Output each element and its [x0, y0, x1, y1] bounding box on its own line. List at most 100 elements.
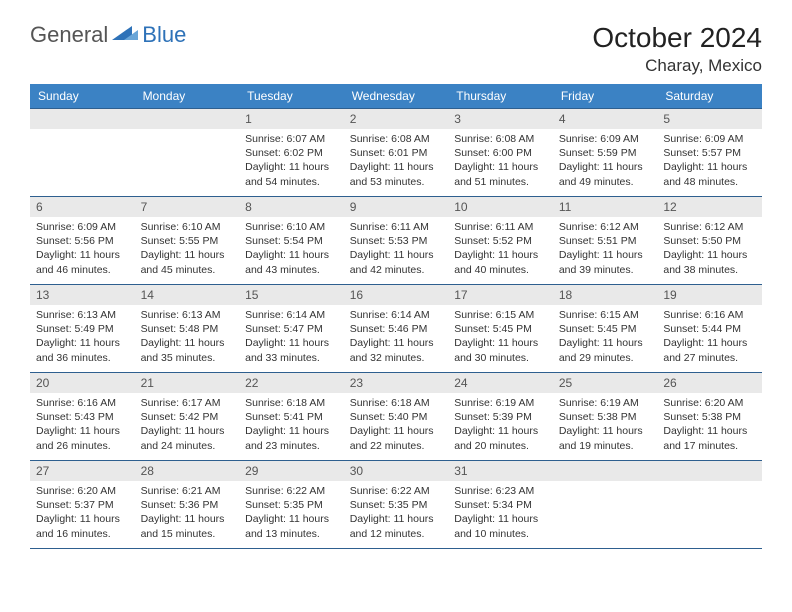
day-cell: 11Sunrise: 6:12 AMSunset: 5:51 PMDayligh… [553, 197, 658, 285]
day-number: 11 [553, 197, 658, 217]
title-block: October 2024 Charay, Mexico [592, 22, 762, 76]
day-number: 4 [553, 109, 658, 129]
day-body: Sunrise: 6:14 AMSunset: 5:46 PMDaylight:… [344, 305, 449, 369]
day-body: Sunrise: 6:11 AMSunset: 5:53 PMDaylight:… [344, 217, 449, 281]
day-body: Sunrise: 6:18 AMSunset: 5:41 PMDaylight:… [239, 393, 344, 457]
day-number: 8 [239, 197, 344, 217]
empty-cell [553, 461, 658, 549]
logo-triangle-icon [112, 24, 138, 47]
day-body: Sunrise: 6:09 AMSunset: 5:56 PMDaylight:… [30, 217, 135, 281]
day-cell: 7Sunrise: 6:10 AMSunset: 5:55 PMDaylight… [135, 197, 240, 285]
empty-cell [135, 109, 240, 197]
day-body: Sunrise: 6:12 AMSunset: 5:50 PMDaylight:… [657, 217, 762, 281]
day-cell: 19Sunrise: 6:16 AMSunset: 5:44 PMDayligh… [657, 285, 762, 373]
day-cell: 4Sunrise: 6:09 AMSunset: 5:59 PMDaylight… [553, 109, 658, 197]
day-body: Sunrise: 6:23 AMSunset: 5:34 PMDaylight:… [448, 481, 553, 545]
day-cell: 6Sunrise: 6:09 AMSunset: 5:56 PMDaylight… [30, 197, 135, 285]
day-cell: 14Sunrise: 6:13 AMSunset: 5:48 PMDayligh… [135, 285, 240, 373]
day-cell: 22Sunrise: 6:18 AMSunset: 5:41 PMDayligh… [239, 373, 344, 461]
day-number: 23 [344, 373, 449, 393]
day-header: Thursday [448, 84, 553, 109]
day-number: 12 [657, 197, 762, 217]
day-header: Wednesday [344, 84, 449, 109]
day-cell: 2Sunrise: 6:08 AMSunset: 6:01 PMDaylight… [344, 109, 449, 197]
day-body: Sunrise: 6:14 AMSunset: 5:47 PMDaylight:… [239, 305, 344, 369]
day-body: Sunrise: 6:09 AMSunset: 5:59 PMDaylight:… [553, 129, 658, 193]
day-number: 7 [135, 197, 240, 217]
day-body: Sunrise: 6:17 AMSunset: 5:42 PMDaylight:… [135, 393, 240, 457]
day-number: 9 [344, 197, 449, 217]
day-body: Sunrise: 6:16 AMSunset: 5:43 PMDaylight:… [30, 393, 135, 457]
day-number: 25 [553, 373, 658, 393]
day-number: 14 [135, 285, 240, 305]
day-body: Sunrise: 6:13 AMSunset: 5:48 PMDaylight:… [135, 305, 240, 369]
day-number: 20 [30, 373, 135, 393]
day-body: Sunrise: 6:10 AMSunset: 5:54 PMDaylight:… [239, 217, 344, 281]
day-number: 16 [344, 285, 449, 305]
day-cell: 13Sunrise: 6:13 AMSunset: 5:49 PMDayligh… [30, 285, 135, 373]
day-body: Sunrise: 6:10 AMSunset: 5:55 PMDaylight:… [135, 217, 240, 281]
day-cell: 24Sunrise: 6:19 AMSunset: 5:39 PMDayligh… [448, 373, 553, 461]
day-cell: 10Sunrise: 6:11 AMSunset: 5:52 PMDayligh… [448, 197, 553, 285]
calendar-table: SundayMondayTuesdayWednesdayThursdayFrid… [30, 84, 762, 549]
day-number: 3 [448, 109, 553, 129]
day-body: Sunrise: 6:13 AMSunset: 5:49 PMDaylight:… [30, 305, 135, 369]
day-cell: 8Sunrise: 6:10 AMSunset: 5:54 PMDaylight… [239, 197, 344, 285]
day-cell: 26Sunrise: 6:20 AMSunset: 5:38 PMDayligh… [657, 373, 762, 461]
day-cell: 12Sunrise: 6:12 AMSunset: 5:50 PMDayligh… [657, 197, 762, 285]
day-body: Sunrise: 6:21 AMSunset: 5:36 PMDaylight:… [135, 481, 240, 545]
day-number: 30 [344, 461, 449, 481]
logo-text-blue: Blue [142, 22, 186, 47]
day-header: Saturday [657, 84, 762, 109]
day-body: Sunrise: 6:08 AMSunset: 6:01 PMDaylight:… [344, 129, 449, 193]
day-header: Tuesday [239, 84, 344, 109]
day-body: Sunrise: 6:12 AMSunset: 5:51 PMDaylight:… [553, 217, 658, 281]
day-cell: 3Sunrise: 6:08 AMSunset: 6:00 PMDaylight… [448, 109, 553, 197]
day-body: Sunrise: 6:20 AMSunset: 5:38 PMDaylight:… [657, 393, 762, 457]
day-body: Sunrise: 6:11 AMSunset: 5:52 PMDaylight:… [448, 217, 553, 281]
day-body: Sunrise: 6:16 AMSunset: 5:44 PMDaylight:… [657, 305, 762, 369]
day-number: 17 [448, 285, 553, 305]
day-cell: 31Sunrise: 6:23 AMSunset: 5:34 PMDayligh… [448, 461, 553, 549]
month-title: October 2024 [592, 22, 762, 54]
day-cell: 18Sunrise: 6:15 AMSunset: 5:45 PMDayligh… [553, 285, 658, 373]
day-body: Sunrise: 6:08 AMSunset: 6:00 PMDaylight:… [448, 129, 553, 193]
day-cell: 21Sunrise: 6:17 AMSunset: 5:42 PMDayligh… [135, 373, 240, 461]
day-body: Sunrise: 6:19 AMSunset: 5:38 PMDaylight:… [553, 393, 658, 457]
empty-cell [657, 461, 762, 549]
logo: General Blue [30, 22, 186, 48]
day-header: Monday [135, 84, 240, 109]
day-number: 19 [657, 285, 762, 305]
day-cell: 9Sunrise: 6:11 AMSunset: 5:53 PMDaylight… [344, 197, 449, 285]
day-number: 28 [135, 461, 240, 481]
day-body: Sunrise: 6:22 AMSunset: 5:35 PMDaylight:… [239, 481, 344, 545]
day-cell: 1Sunrise: 6:07 AMSunset: 6:02 PMDaylight… [239, 109, 344, 197]
day-number: 18 [553, 285, 658, 305]
day-cell: 15Sunrise: 6:14 AMSunset: 5:47 PMDayligh… [239, 285, 344, 373]
day-cell: 20Sunrise: 6:16 AMSunset: 5:43 PMDayligh… [30, 373, 135, 461]
day-header: Friday [553, 84, 658, 109]
day-body: Sunrise: 6:22 AMSunset: 5:35 PMDaylight:… [344, 481, 449, 545]
day-number: 24 [448, 373, 553, 393]
day-cell: 25Sunrise: 6:19 AMSunset: 5:38 PMDayligh… [553, 373, 658, 461]
day-body: Sunrise: 6:18 AMSunset: 5:40 PMDaylight:… [344, 393, 449, 457]
day-number: 27 [30, 461, 135, 481]
logo-text-general: General [30, 22, 108, 48]
location-label: Charay, Mexico [592, 56, 762, 76]
day-number: 29 [239, 461, 344, 481]
empty-cell [30, 109, 135, 197]
day-body: Sunrise: 6:09 AMSunset: 5:57 PMDaylight:… [657, 129, 762, 193]
day-number: 2 [344, 109, 449, 129]
day-number: 5 [657, 109, 762, 129]
day-body: Sunrise: 6:15 AMSunset: 5:45 PMDaylight:… [448, 305, 553, 369]
day-body: Sunrise: 6:19 AMSunset: 5:39 PMDaylight:… [448, 393, 553, 457]
day-cell: 23Sunrise: 6:18 AMSunset: 5:40 PMDayligh… [344, 373, 449, 461]
day-number: 22 [239, 373, 344, 393]
day-cell: 28Sunrise: 6:21 AMSunset: 5:36 PMDayligh… [135, 461, 240, 549]
day-number: 15 [239, 285, 344, 305]
day-number: 10 [448, 197, 553, 217]
day-number: 31 [448, 461, 553, 481]
day-cell: 30Sunrise: 6:22 AMSunset: 5:35 PMDayligh… [344, 461, 449, 549]
day-body: Sunrise: 6:20 AMSunset: 5:37 PMDaylight:… [30, 481, 135, 545]
day-body: Sunrise: 6:07 AMSunset: 6:02 PMDaylight:… [239, 129, 344, 193]
